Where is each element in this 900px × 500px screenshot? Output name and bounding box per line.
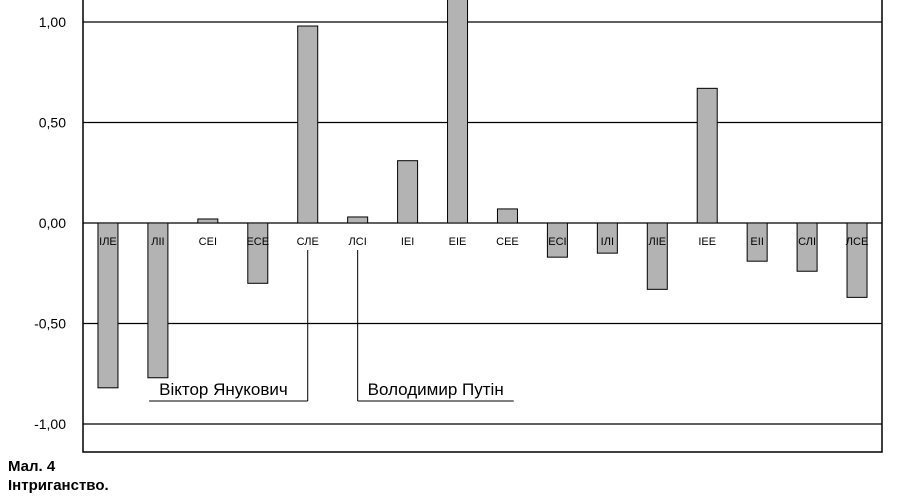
- annotation: Володимир Путін: [357, 250, 514, 402]
- bar: [846, 222, 868, 298]
- bar: [197, 218, 219, 224]
- y-tick-label: -1,00: [34, 416, 66, 432]
- category-label: ЕСІ: [548, 236, 566, 248]
- bars: [97, 0, 868, 389]
- bar: [546, 222, 568, 258]
- category-label: ІЛІ: [601, 236, 614, 248]
- annotations: Віктор Янукович Володимир Путін: [149, 250, 514, 402]
- annotation-label: Володимир Путін: [368, 380, 504, 399]
- plot-border: [82, 0, 883, 453]
- bar: [297, 25, 319, 224]
- y-tick-label: 0,50: [39, 115, 66, 131]
- bar: [746, 222, 768, 262]
- category-label: ЛІІ: [151, 236, 164, 248]
- bar: [247, 222, 269, 284]
- category-label: ЕІЕ: [449, 236, 467, 248]
- category-label: ІЕІ: [401, 236, 414, 248]
- category-label: СЕІ: [199, 236, 217, 248]
- bar: [97, 222, 119, 389]
- category-label: ЛСІ: [349, 236, 367, 248]
- category-label: ЛІЕ: [648, 236, 666, 248]
- category-label: ЕІІ: [750, 236, 763, 248]
- category-labels: ІЛЕ ЛІІ СЕІ ЕСЕ СЛЕ ЛСІ ІЕІ ЕІЕ СЕЕ ЕСІ ІЛІ ЛІЕ ІЕЕ Е…: [99, 236, 868, 248]
- category-label: СЛЕ: [297, 236, 319, 248]
- bar: [347, 216, 369, 224]
- category-label: ЕСЕ: [246, 236, 269, 248]
- annotation: Віктор Янукович: [149, 250, 309, 402]
- bar: [696, 87, 718, 224]
- category-label: СЕЕ: [496, 236, 519, 248]
- y-axis-ticks: 1,00 0,50 0,00 -0,50 -1,00: [34, 14, 66, 432]
- category-label: СЛІ: [798, 236, 816, 248]
- bar: [147, 222, 169, 379]
- bar: [447, 0, 469, 224]
- bar: [796, 222, 818, 272]
- bar: [397, 160, 419, 224]
- category-label: ІЛЕ: [99, 236, 117, 248]
- category-label: ЛСЕ: [846, 236, 869, 248]
- bar-chart: 1,00 0,50 0,00 -0,50 -1,00 ІЛЕ ЛІІ СЕІ ЕСЕ СЛЕ ЛС…: [34, 0, 883, 453]
- annotation-label: Віктор Янукович: [159, 380, 288, 399]
- bar: [496, 208, 518, 224]
- bar: [596, 222, 618, 254]
- figure-number: Мал. 4: [8, 458, 56, 475]
- y-tick-label: 1,00: [39, 14, 66, 30]
- category-label: ІЕЕ: [698, 236, 716, 248]
- y-tick-label: 0,00: [39, 215, 66, 231]
- y-tick-label: -0,50: [34, 316, 66, 332]
- bar: [646, 222, 668, 290]
- figure-title: Інтриганство.: [8, 477, 109, 494]
